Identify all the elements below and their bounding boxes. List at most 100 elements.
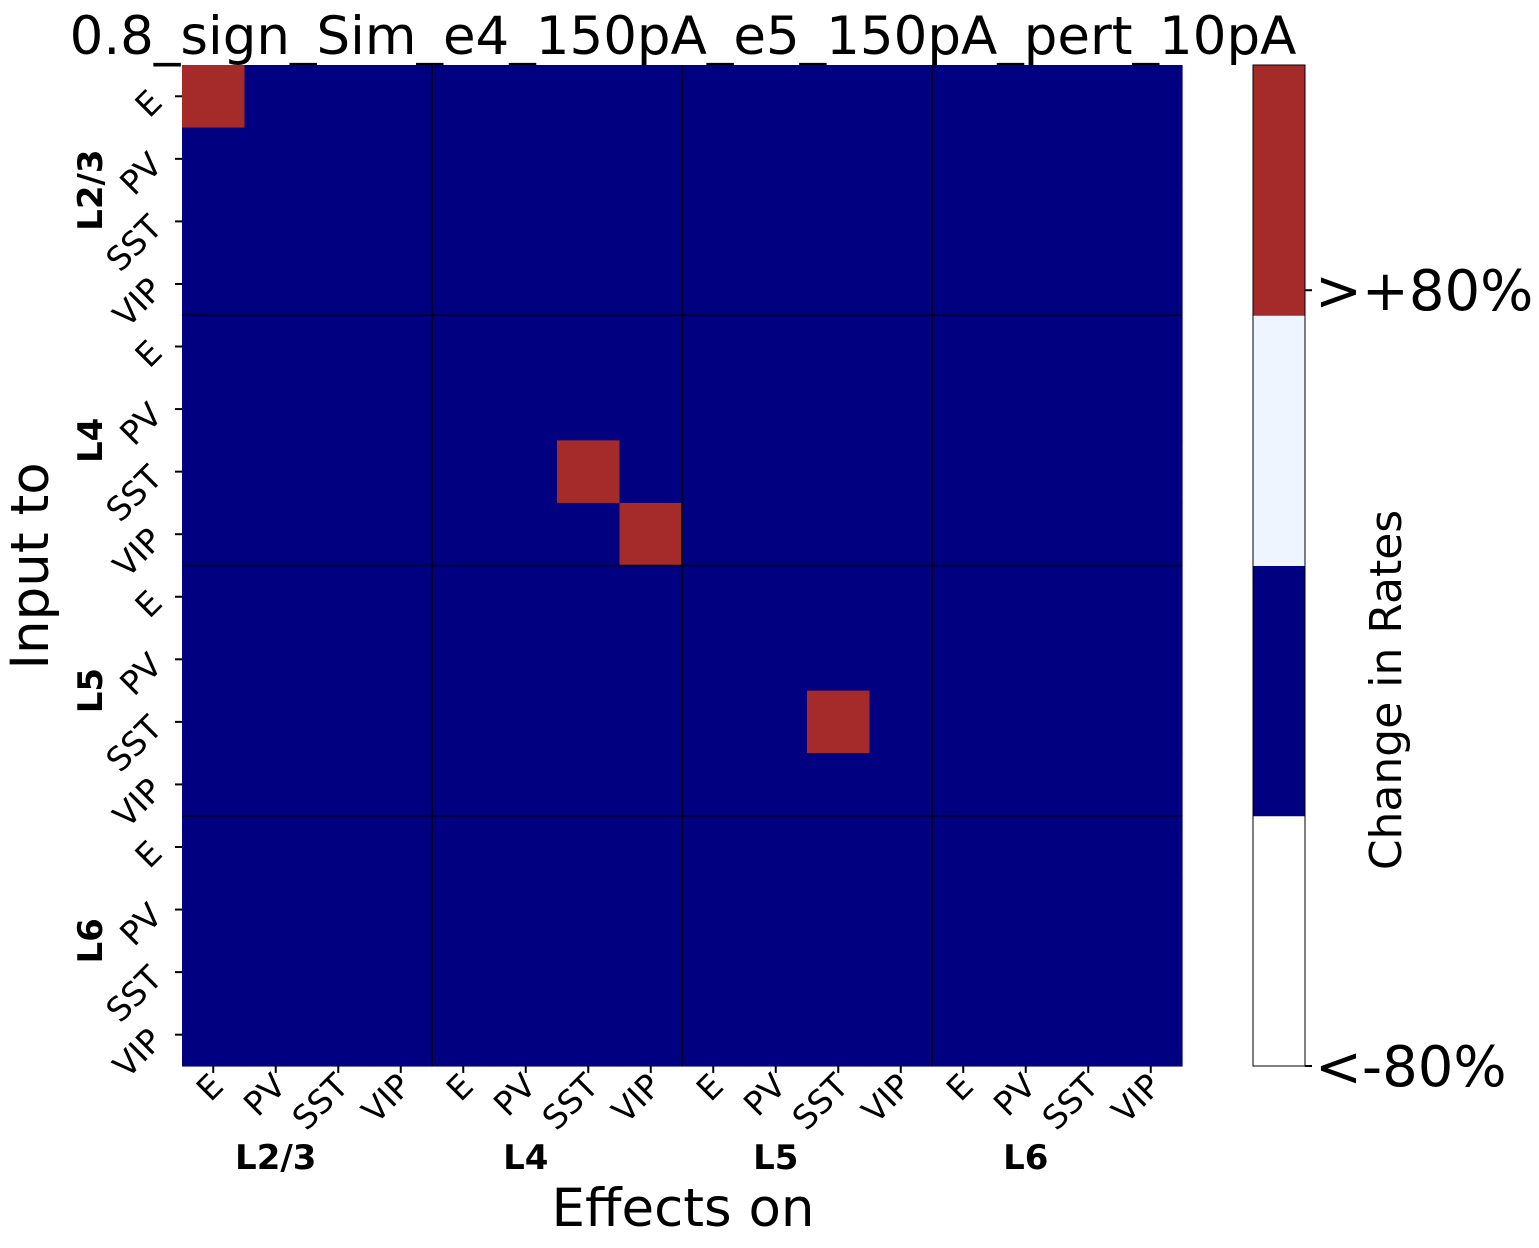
heatmap-cell <box>494 565 558 629</box>
heatmap-cell <box>1119 565 1183 629</box>
heatmap-cell <box>307 315 371 379</box>
heatmap-cell <box>244 753 308 817</box>
heatmap-cell <box>557 940 621 1004</box>
x-tick-label-l5-vip: VIP <box>854 1066 919 1131</box>
heatmap-cell <box>682 440 746 504</box>
heatmap-cell <box>494 440 558 504</box>
heatmap-cell <box>682 878 746 942</box>
heatmap-cell <box>807 940 871 1004</box>
heatmap-cell <box>682 377 746 441</box>
heatmap-cell <box>619 502 683 567</box>
heatmap-cell <box>932 190 996 254</box>
heatmap-cell <box>307 252 371 316</box>
heatmap-cell <box>619 565 683 629</box>
x-tick-label-l5-sst: SST <box>784 1065 856 1137</box>
colorbar-label: Change in Rates <box>1361 510 1412 870</box>
heatmap-cell <box>244 377 308 441</box>
heatmap-cell <box>619 315 683 379</box>
heatmap-cell <box>932 628 996 692</box>
heatmap-cell <box>682 1003 746 1067</box>
heatmap-cell <box>994 815 1058 879</box>
heatmap-cell <box>182 502 246 567</box>
heatmap-cell <box>807 440 871 504</box>
heatmap-cell <box>807 628 871 692</box>
heatmap-cell <box>494 878 558 942</box>
heatmap-cell <box>494 190 558 254</box>
heatmap-cell <box>244 565 308 629</box>
heatmap-cell <box>1119 690 1183 754</box>
heatmap-cell <box>869 815 933 879</box>
heatmap-cell <box>557 377 621 441</box>
heatmap-cell <box>182 565 246 629</box>
heatmap-cell <box>369 565 433 629</box>
x-tick-label-l5-e: E <box>689 1066 731 1108</box>
heatmap-cell <box>932 815 996 879</box>
heatmap-cell <box>307 690 371 754</box>
heatmap-cell <box>1057 440 1121 504</box>
heatmap-cell <box>994 315 1058 379</box>
heatmap-cell <box>307 753 371 817</box>
x-layer-label-l6: L6 <box>1003 1138 1048 1178</box>
heatmap-cell <box>932 1003 996 1067</box>
heatmap-cell <box>994 502 1058 567</box>
x-layer-label-l5: L5 <box>753 1138 798 1178</box>
heatmap-cell <box>1057 753 1121 817</box>
x-tick-label-l23-pv: PV <box>236 1066 294 1124</box>
heatmap-cell <box>744 190 808 254</box>
heatmap-cell <box>619 690 683 754</box>
heatmap-cell <box>432 127 496 191</box>
heatmap-cell <box>557 1003 621 1067</box>
heatmap-cell <box>557 815 621 879</box>
heatmap-cell <box>494 127 558 191</box>
heatmap-cell <box>932 440 996 504</box>
heatmap-cell <box>807 190 871 254</box>
y-tick-label-l23-e: E <box>127 82 169 124</box>
x-tick-label-l23-e: E <box>189 1066 231 1108</box>
x-tick-label-l6-e: E <box>939 1066 981 1108</box>
heatmap-cell <box>994 440 1058 504</box>
heatmap-cell <box>182 190 246 254</box>
heatmap-cell <box>1119 940 1183 1004</box>
heatmap-cell <box>244 940 308 1004</box>
heatmap-cell <box>807 690 871 754</box>
heatmap-cell <box>994 690 1058 754</box>
heatmap-cell <box>744 753 808 817</box>
heatmap-cell <box>619 65 683 129</box>
x-tick-label-l6-pv: PV <box>986 1066 1044 1124</box>
heatmap-cell <box>307 940 371 1004</box>
heatmap-cell <box>994 628 1058 692</box>
heatmap-cell <box>994 377 1058 441</box>
heatmap-cell <box>182 65 246 129</box>
heatmap-cell <box>557 565 621 629</box>
heatmap-cell <box>494 65 558 129</box>
heatmap-cell <box>807 252 871 316</box>
heatmap-cell <box>932 690 996 754</box>
colorbar-segment <box>1253 315 1305 566</box>
x-tick-label-l4-pv: PV <box>486 1066 544 1124</box>
heatmap-cell <box>682 315 746 379</box>
heatmap-cell <box>244 815 308 879</box>
heatmap-cell <box>244 190 308 254</box>
heatmap-cell <box>807 502 871 567</box>
heatmap-cell <box>994 753 1058 817</box>
heatmap-cell <box>369 315 433 379</box>
heatmap-cell <box>1119 878 1183 942</box>
y-tick-label-l4-pv: PV <box>112 395 170 453</box>
heatmap-cell <box>182 440 246 504</box>
heatmap-cell <box>869 377 933 441</box>
heatmap-cell <box>682 190 746 254</box>
heatmap-cell <box>369 252 433 316</box>
heatmap-cell <box>744 65 808 129</box>
x-tick-label-l4-sst: SST <box>534 1065 606 1137</box>
heatmap-cell <box>1057 252 1121 316</box>
heatmap-cell <box>307 878 371 942</box>
heatmap-cell <box>557 878 621 942</box>
heatmap-cell <box>307 565 371 629</box>
heatmap-cell <box>432 628 496 692</box>
heatmap-cell <box>557 690 621 754</box>
heatmap-cell <box>744 440 808 504</box>
heatmap-cell <box>744 315 808 379</box>
heatmap-cell <box>682 65 746 129</box>
heatmap-cell <box>1119 753 1183 817</box>
